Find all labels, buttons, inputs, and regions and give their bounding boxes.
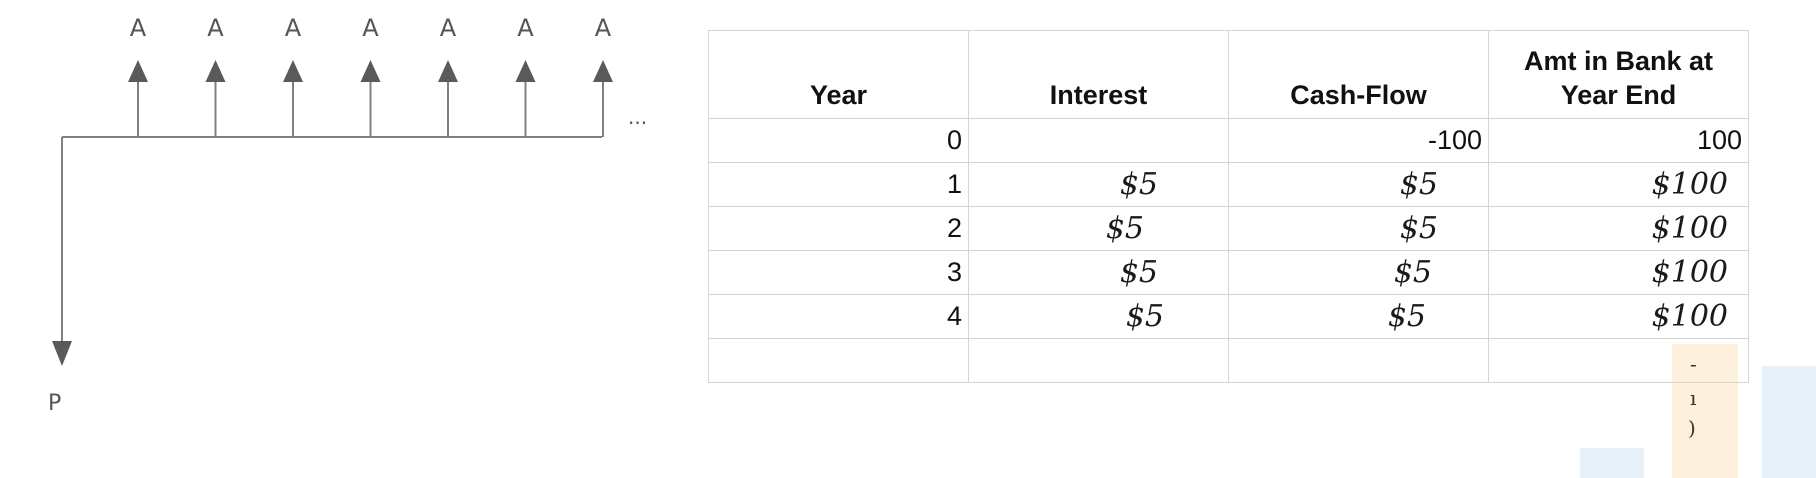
cell-cash-flow-handwritten: $5 (1228, 206, 1489, 251)
annuity-arrow-head (128, 60, 148, 82)
cell-amount-handwritten: $100 (1488, 162, 1749, 207)
table-row: 1 $5 $5 $100 (708, 162, 1749, 207)
table-row: 4 $5 $5 $100 (708, 294, 1749, 339)
cash-flow-diagram: P ... A A A A A A A (48, 14, 647, 416)
annuity-arrow-head (438, 60, 458, 82)
present-value-arrow-head (52, 341, 72, 366)
header-cash-flow: Cash-Flow (1228, 30, 1489, 119)
table-row: 2 $5 $5 $100 (708, 206, 1749, 251)
cell-interest-handwritten: $5 (968, 294, 1229, 339)
annuity-arrow-head (593, 60, 613, 82)
handwritten-tick-mark: ) (1688, 416, 1696, 440)
annuity-label: A (285, 14, 302, 42)
highlight-blue-left (1580, 448, 1644, 478)
cell-cash-flow-handwritten: $5 (1228, 294, 1489, 339)
handwritten-tick-mark: ı (1690, 386, 1697, 410)
header-amount-in-bank: Amt in Bank at Year End (1488, 30, 1749, 119)
annuity-arrow-head (283, 60, 303, 82)
cell-amount-handwritten: $100 (1488, 294, 1749, 339)
cell-interest (968, 338, 1229, 383)
annuity-label: A (130, 14, 147, 42)
cell-amount-handwritten: $100 (1488, 206, 1749, 251)
annuity-arrow-head (360, 60, 381, 82)
cash-flow-table: Year Interest Cash-Flow Amt in Bank at Y… (708, 30, 1749, 383)
cell-cash-flow (1228, 338, 1489, 383)
highlight-blue-right (1762, 366, 1816, 478)
annuity-label: A (517, 14, 534, 42)
handwritten-tick-mark: - (1690, 352, 1697, 376)
cell-cash-flow-handwritten: $5 (1228, 250, 1489, 295)
annuity-label: A (207, 14, 224, 42)
annuity-arrow-head (205, 60, 226, 82)
cell-cash-flow: -100 (1228, 118, 1489, 163)
cell-amount (1488, 338, 1749, 383)
annuity-label: A (595, 14, 612, 42)
header-year: Year (708, 30, 969, 119)
cell-amount-handwritten: $100 (1488, 250, 1749, 295)
annuity-label: A (440, 14, 457, 42)
cell-cash-flow-handwritten: $5 (1228, 162, 1489, 207)
ellipsis: ... (628, 105, 647, 129)
cell-amount: 100 (1488, 118, 1749, 163)
cell-interest-handwritten: $5 (968, 162, 1229, 207)
table-row: 0 -100 100 (708, 118, 1749, 163)
cell-interest-handwritten: $5 (968, 250, 1229, 295)
cell-year: 0 (708, 118, 969, 163)
table-row: 3 $5 $5 $100 (708, 250, 1749, 295)
annuity-label: A (362, 14, 379, 42)
cell-year (708, 338, 969, 383)
table-header-row: Year Interest Cash-Flow Amt in Bank at Y… (708, 30, 1749, 119)
present-value-label: P (48, 391, 61, 416)
cell-interest-handwritten: $5 (968, 206, 1229, 251)
cell-year: 2 (708, 206, 969, 251)
cell-year: 4 (708, 294, 969, 339)
header-interest: Interest (968, 30, 1229, 119)
annuity-arrow-head (515, 60, 536, 82)
cell-year: 3 (708, 250, 969, 295)
cell-interest (968, 118, 1229, 163)
table-row (708, 338, 1749, 383)
cell-year: 1 (708, 162, 969, 207)
